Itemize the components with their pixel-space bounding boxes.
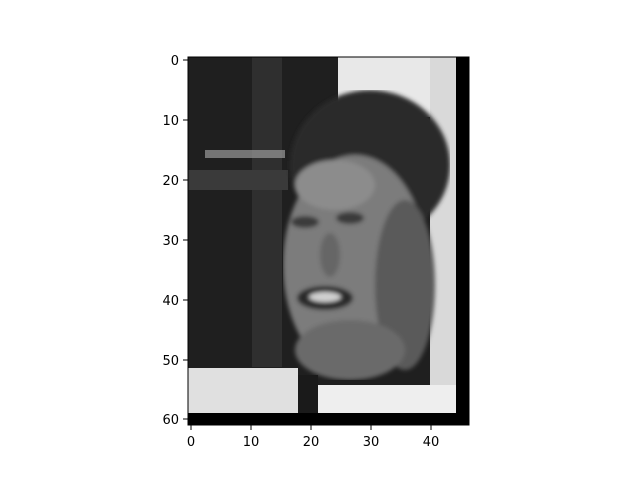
x-tick-label: 20: [303, 435, 320, 450]
image-face-shadow: [375, 200, 435, 370]
y-tick-label: 20: [162, 174, 179, 189]
y-tick-label: 0: [171, 54, 179, 69]
axes-frame: [187, 56, 470, 426]
y-tick-label: 50: [162, 354, 179, 369]
image-right-eye: [336, 212, 364, 224]
x-tick-label: 0: [187, 435, 195, 450]
y-tick-label: 40: [162, 294, 179, 309]
image-forehead: [295, 160, 375, 210]
x-tick-label: 40: [423, 435, 440, 450]
image-right-border: [456, 57, 469, 425]
image-left-eye: [291, 216, 319, 228]
image-shirt: [188, 368, 298, 413]
image-bottom-border: [188, 413, 469, 425]
x-tick-label: 10: [243, 435, 260, 450]
y-axis: 0 10 20 30 40 50 60: [162, 54, 188, 428]
image-bright-band: [205, 150, 285, 158]
image-collar: [298, 375, 318, 420]
x-tick-label: 30: [363, 435, 380, 450]
y-tick-label: 10: [162, 114, 179, 129]
y-tick-label: 30: [162, 234, 179, 249]
image-light-background-right: [430, 57, 456, 387]
image-teeth: [309, 292, 341, 302]
image-background-band: [252, 57, 282, 367]
x-axis: 0 10 20 30 40: [187, 425, 439, 450]
image-nose: [320, 233, 340, 277]
face-image: [188, 57, 469, 425]
image-shirt-right: [318, 385, 456, 413]
image-chin: [295, 320, 405, 380]
image-gray-band: [188, 170, 288, 190]
y-tick-label: 60: [162, 413, 179, 428]
